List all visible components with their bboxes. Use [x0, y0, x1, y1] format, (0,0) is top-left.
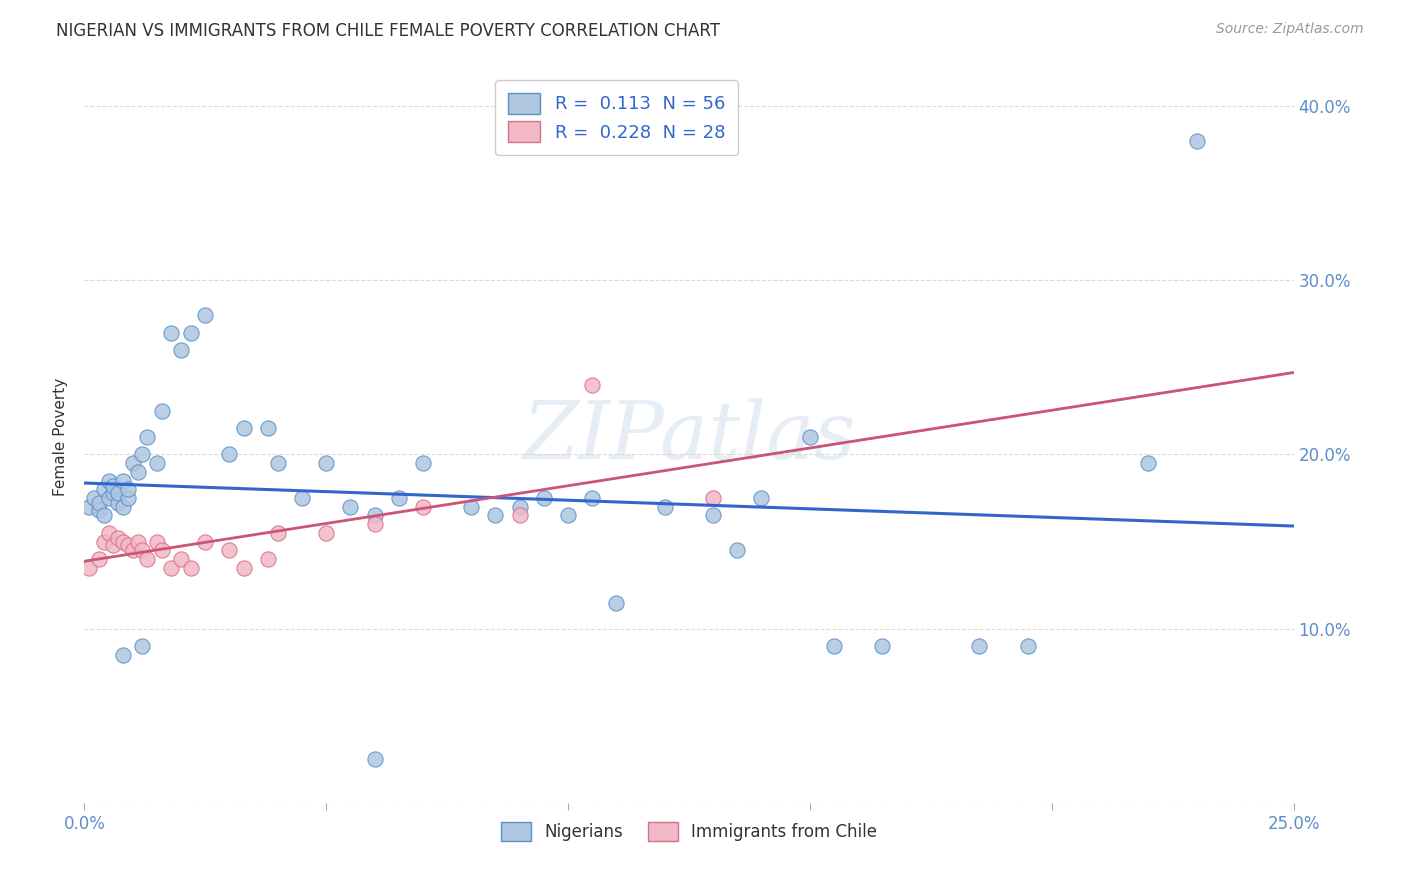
Point — [315, 525, 337, 540]
Point — [131, 639, 153, 653]
Point — [117, 483, 139, 497]
Point — [121, 543, 143, 558]
Point — [233, 421, 256, 435]
Point — [180, 560, 202, 574]
Point — [97, 474, 120, 488]
Point — [131, 543, 153, 558]
Point — [87, 503, 110, 517]
Legend: Nigerians, Immigrants from Chile: Nigerians, Immigrants from Chile — [489, 811, 889, 853]
Point — [112, 648, 135, 662]
Point — [97, 491, 120, 505]
Point — [131, 448, 153, 462]
Point — [107, 496, 129, 510]
Point — [127, 534, 149, 549]
Point — [823, 639, 845, 653]
Point — [509, 508, 531, 523]
Point — [363, 517, 385, 532]
Point — [291, 491, 314, 505]
Point — [702, 508, 724, 523]
Point — [751, 491, 773, 505]
Point — [581, 491, 603, 505]
Point — [233, 560, 256, 574]
Point — [93, 534, 115, 549]
Point — [121, 456, 143, 470]
Point — [117, 538, 139, 552]
Point — [339, 500, 361, 514]
Point — [103, 479, 125, 493]
Text: Source: ZipAtlas.com: Source: ZipAtlas.com — [1216, 22, 1364, 37]
Point — [87, 496, 110, 510]
Point — [799, 430, 821, 444]
Point — [257, 552, 280, 566]
Point — [702, 491, 724, 505]
Point — [97, 525, 120, 540]
Point — [160, 326, 183, 340]
Point — [267, 456, 290, 470]
Point — [87, 552, 110, 566]
Point — [127, 465, 149, 479]
Point — [654, 500, 676, 514]
Point — [557, 508, 579, 523]
Point — [136, 430, 159, 444]
Point — [136, 552, 159, 566]
Point — [146, 456, 169, 470]
Point — [93, 483, 115, 497]
Point — [267, 525, 290, 540]
Point — [257, 421, 280, 435]
Point — [509, 500, 531, 514]
Point — [872, 639, 894, 653]
Point — [315, 456, 337, 470]
Text: NIGERIAN VS IMMIGRANTS FROM CHILE FEMALE POVERTY CORRELATION CHART: NIGERIAN VS IMMIGRANTS FROM CHILE FEMALE… — [56, 22, 720, 40]
Point — [146, 534, 169, 549]
Point — [160, 560, 183, 574]
Point — [1185, 134, 1208, 148]
Point — [112, 474, 135, 488]
Point — [180, 326, 202, 340]
Point — [107, 531, 129, 545]
Point — [93, 508, 115, 523]
Point — [218, 448, 240, 462]
Point — [77, 500, 100, 514]
Point — [1137, 456, 1160, 470]
Point — [533, 491, 555, 505]
Point — [363, 752, 385, 766]
Point — [107, 485, 129, 500]
Point — [388, 491, 411, 505]
Y-axis label: Female Poverty: Female Poverty — [53, 378, 69, 496]
Point — [363, 508, 385, 523]
Point — [103, 485, 125, 500]
Point — [460, 500, 482, 514]
Point — [103, 538, 125, 552]
Point — [725, 543, 748, 558]
Text: ZIPatlas: ZIPatlas — [522, 399, 856, 475]
Point — [150, 404, 173, 418]
Point — [117, 491, 139, 505]
Point — [194, 534, 217, 549]
Point — [218, 543, 240, 558]
Point — [150, 543, 173, 558]
Point — [412, 456, 434, 470]
Point — [967, 639, 990, 653]
Point — [170, 552, 193, 566]
Point — [581, 377, 603, 392]
Point — [112, 534, 135, 549]
Point — [484, 508, 506, 523]
Point — [112, 500, 135, 514]
Point — [194, 308, 217, 322]
Point — [1017, 639, 1039, 653]
Point — [605, 595, 627, 609]
Point — [170, 343, 193, 357]
Point — [412, 500, 434, 514]
Point — [77, 560, 100, 574]
Point — [83, 491, 105, 505]
